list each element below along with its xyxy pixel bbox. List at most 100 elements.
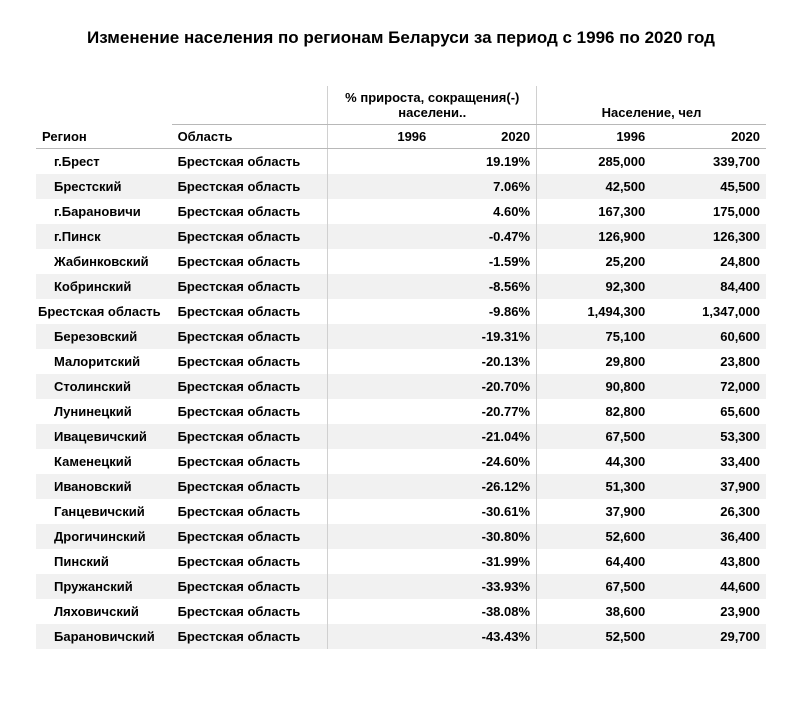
region-cell: Барановичский: [36, 624, 172, 649]
table-row: ПинскийБрестская область-31.99%64,40043,…: [36, 549, 766, 574]
table-row: Брестская областьБрестская область-9.86%…: [36, 299, 766, 324]
pop-2020-cell: 53,300: [651, 424, 766, 449]
pop-1996-cell: 90,800: [537, 374, 652, 399]
pct-1996-cell: [328, 274, 432, 299]
region-cell: Ивацевичский: [36, 424, 172, 449]
pct-2020-cell: -20.13%: [432, 349, 536, 374]
pct-1996-cell: [328, 174, 432, 199]
pop-2020-cell: 43,800: [651, 549, 766, 574]
pct-2020-cell: -30.61%: [432, 499, 536, 524]
pop-1996-cell: 37,900: [537, 499, 652, 524]
table-row: ЛяховичскийБрестская область-38.08%38,60…: [36, 599, 766, 624]
pop-1996-cell: 67,500: [537, 574, 652, 599]
oblast-cell: Брестская область: [172, 224, 328, 249]
oblast-cell: Брестская область: [172, 174, 328, 199]
table-row: ДрогичинскийБрестская область-30.80%52,6…: [36, 524, 766, 549]
table-row: ИвановскийБрестская область-26.12%51,300…: [36, 474, 766, 499]
table-row: ЛунинецкийБрестская область-20.77%82,800…: [36, 399, 766, 424]
pct-group-header: % прироста, сокращения(-) населени..: [328, 86, 537, 125]
region-cell: Лунинецкий: [36, 399, 172, 424]
region-cell: г.Барановичи: [36, 199, 172, 224]
pct-1996-cell: [328, 199, 432, 224]
region-cell: Ганцевичский: [36, 499, 172, 524]
pop-1996-cell: 75,100: [537, 324, 652, 349]
region-cell: Каменецкий: [36, 449, 172, 474]
table-row: БарановичскийБрестская область-43.43%52,…: [36, 624, 766, 649]
pop-2020-cell: 175,000: [651, 199, 766, 224]
region-cell: г.Пинск: [36, 224, 172, 249]
pop-1996-cell: 67,500: [537, 424, 652, 449]
oblast-cell: Брестская область: [172, 524, 328, 549]
pct-1996-cell: [328, 599, 432, 624]
pop-2020-cell: 26,300: [651, 499, 766, 524]
pop-2020-cell: 339,700: [651, 149, 766, 175]
pop-2020-header: 2020: [651, 125, 766, 149]
pct-2020-cell: -1.59%: [432, 249, 536, 274]
page-container: Изменение населения по регионам Беларуси…: [0, 0, 802, 677]
pct-1996-cell: [328, 624, 432, 649]
pop-2020-cell: 24,800: [651, 249, 766, 274]
pct-1996-cell: [328, 424, 432, 449]
region-cell: Столинский: [36, 374, 172, 399]
pct-2020-cell: -38.08%: [432, 599, 536, 624]
pct-2020-header: 2020: [432, 125, 536, 149]
oblast-cell: Брестская область: [172, 549, 328, 574]
pop-2020-cell: 36,400: [651, 524, 766, 549]
pop-1996-cell: 92,300: [537, 274, 652, 299]
pop-2020-cell: 65,600: [651, 399, 766, 424]
table-row: БерезовскийБрестская область-19.31%75,10…: [36, 324, 766, 349]
oblast-cell: Брестская область: [172, 474, 328, 499]
pct-2020-cell: 19.19%: [432, 149, 536, 175]
pop-1996-cell: 44,300: [537, 449, 652, 474]
region-cell: Малоритский: [36, 349, 172, 374]
oblast-cell: Брестская область: [172, 574, 328, 599]
oblast-cell: Брестская область: [172, 324, 328, 349]
pct-1996-cell: [328, 549, 432, 574]
oblast-cell: Брестская область: [172, 499, 328, 524]
table-row: ПружанскийБрестская область -33.93%67,500…: [36, 574, 766, 599]
pct-2020-cell: -21.04%: [432, 424, 536, 449]
pct-2020-cell: -33.93%: [432, 574, 536, 599]
oblast-cell: Брестская область: [172, 249, 328, 274]
pct-1996-cell: [328, 349, 432, 374]
pop-2020-cell: 37,900: [651, 474, 766, 499]
pop-2020-cell: 45,500: [651, 174, 766, 199]
pct-1996-cell: [328, 149, 432, 175]
pop-2020-cell: 29,700: [651, 624, 766, 649]
pop-1996-cell: 25,200: [537, 249, 652, 274]
oblast-cell: Брестская область: [172, 349, 328, 374]
pct-1996-cell: [328, 224, 432, 249]
pct-2020-cell: -19.31%: [432, 324, 536, 349]
region-cell: г.Брест: [36, 149, 172, 175]
pop-2020-cell: 60,600: [651, 324, 766, 349]
pop-1996-cell: 126,900: [537, 224, 652, 249]
pop-1996-cell: 51,300: [537, 474, 652, 499]
region-cell: Кобринский: [36, 274, 172, 299]
pct-1996-cell: [328, 574, 432, 599]
pct-1996-cell: [328, 449, 432, 474]
column-group-header-row: % прироста, сокращения(-) населени.. Нас…: [36, 86, 766, 125]
pop-1996-cell: 82,800: [537, 399, 652, 424]
oblast-cell: Брестская область: [172, 399, 328, 424]
pct-1996-cell: [328, 249, 432, 274]
pop-1996-header: 1996: [537, 125, 652, 149]
table-row: МалоритскийБрестская область-20.13%29,80…: [36, 349, 766, 374]
region-cell: Пружанский: [36, 574, 172, 599]
table-row: КаменецкийБрестская область-24.60%44,300…: [36, 449, 766, 474]
table-row: г.БрестБрестская область19.19%285,000339…: [36, 149, 766, 175]
oblast-cell: Брестская область: [172, 199, 328, 224]
pct-1996-cell: [328, 499, 432, 524]
oblast-cell: Брестская область: [172, 449, 328, 474]
oblast-cell: Брестская область: [172, 149, 328, 175]
pop-2020-cell: 23,800: [651, 349, 766, 374]
table-row: г.БарановичиБрестская область4.60%167,30…: [36, 199, 766, 224]
pct-2020-cell: -8.56%: [432, 274, 536, 299]
table-row: СтолинскийБрестская область-20.70%90,800…: [36, 374, 766, 399]
pop-1996-cell: 167,300: [537, 199, 652, 224]
oblast-cell: Брестская область: [172, 374, 328, 399]
region-cell: Дрогичинский: [36, 524, 172, 549]
header-spacer: [172, 86, 328, 125]
pct-2020-cell: 7.06%: [432, 174, 536, 199]
oblast-cell: Брестская область: [172, 299, 328, 324]
region-cell: Брестская область: [36, 299, 172, 324]
